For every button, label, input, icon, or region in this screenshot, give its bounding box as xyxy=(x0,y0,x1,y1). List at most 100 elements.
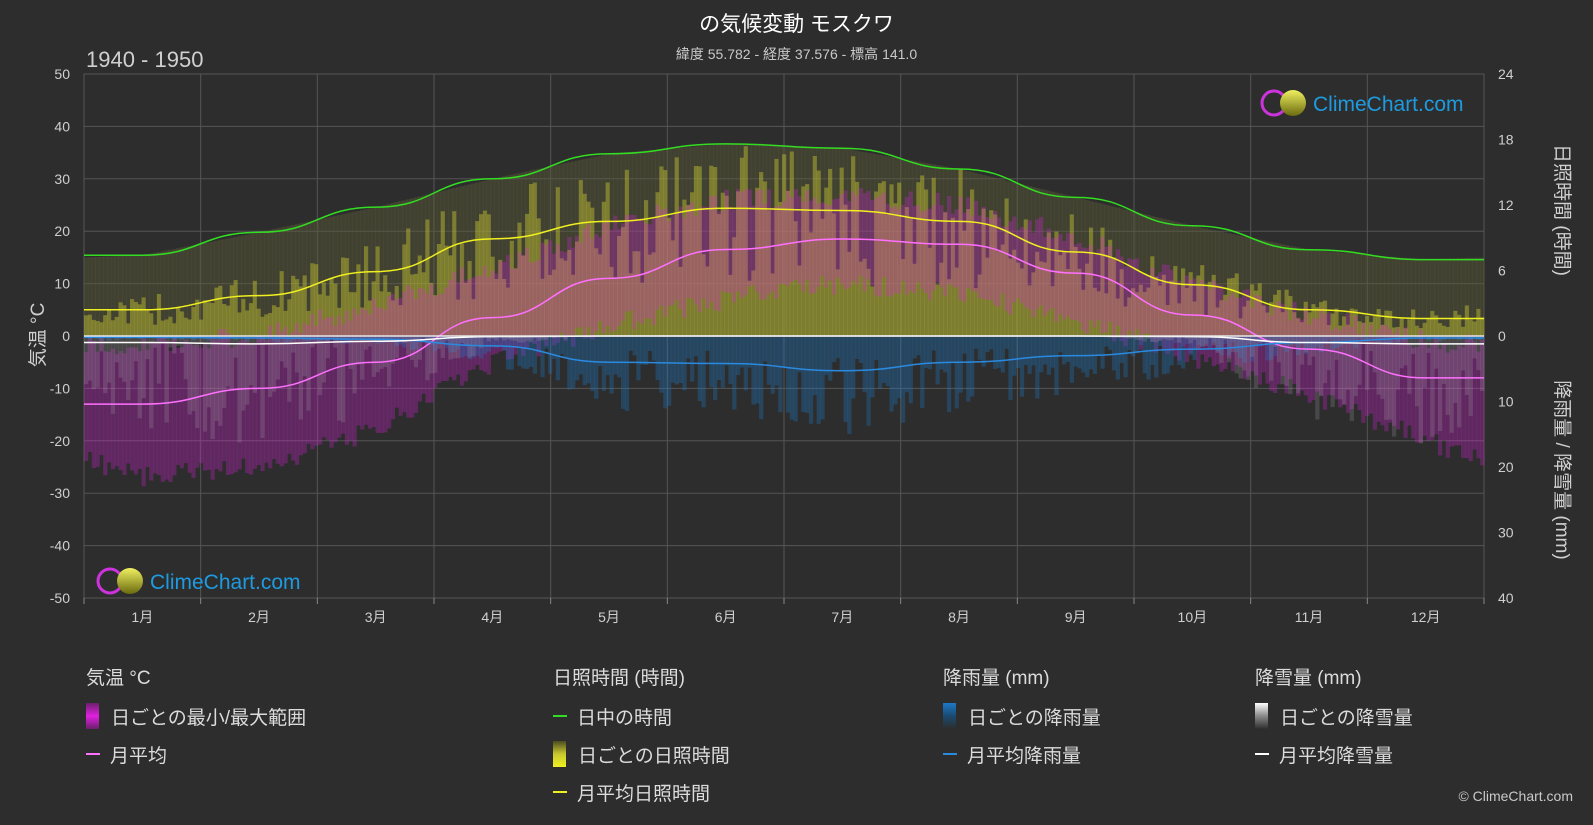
sunshine-bar xyxy=(755,187,760,336)
temp-range-bar xyxy=(233,345,238,473)
rain-bar xyxy=(831,336,837,362)
snow-bar xyxy=(1111,336,1117,339)
temp-range-bar xyxy=(993,211,998,305)
temp-range-bar xyxy=(179,347,185,469)
daylight-bar xyxy=(429,193,434,336)
legend-rain-mean: 月平均降雨量 xyxy=(943,742,1101,767)
rain-bar xyxy=(509,336,514,370)
copyright: © ClimeChart.com xyxy=(1458,788,1573,804)
temp-range-bar xyxy=(337,315,342,438)
left-tick-label: -50 xyxy=(50,590,70,606)
rain-bar xyxy=(1054,336,1059,396)
temp-range-bar xyxy=(1407,344,1412,426)
snow-bar xyxy=(1395,336,1401,390)
daylight-bar xyxy=(670,148,676,336)
snow-bar xyxy=(406,336,411,355)
snow-bar xyxy=(218,336,223,426)
temp-range-bar xyxy=(805,190,810,281)
daylight-bar xyxy=(578,159,584,336)
snow-bar xyxy=(256,336,261,343)
daily-rain-swatch xyxy=(943,703,956,729)
snow-bar xyxy=(1242,336,1247,371)
temp-range-bar xyxy=(1081,247,1086,331)
snow-bar xyxy=(337,336,342,421)
sunshine-bar xyxy=(1441,325,1447,336)
snow-bar xyxy=(1165,336,1170,341)
snow-bar xyxy=(383,336,388,368)
logo-bottom-left[interactable]: ClimeChart.com xyxy=(96,567,301,595)
snow-bar xyxy=(1414,336,1420,407)
daylight-bar xyxy=(636,151,641,336)
daylight-bar xyxy=(674,147,679,336)
rain-bar xyxy=(1023,336,1028,366)
daylight-bar xyxy=(609,153,614,336)
daylight-bar xyxy=(782,146,787,336)
sunshine-bar xyxy=(260,316,265,336)
temp-range-bar xyxy=(835,198,841,278)
sunshine-bar xyxy=(494,279,499,336)
temp-range-bar xyxy=(356,314,361,426)
temp-range-bar xyxy=(294,323,300,465)
snow-bar xyxy=(248,336,254,386)
sunshine-bar xyxy=(425,219,430,336)
daylight-bar xyxy=(1361,254,1366,336)
sunshine-bar xyxy=(1004,198,1009,336)
daylight-bar xyxy=(1154,216,1159,336)
daylight-bar xyxy=(225,238,231,336)
x-tick-label: 12月 xyxy=(1411,609,1441,625)
snow-bar xyxy=(325,336,330,359)
snow-bar xyxy=(95,336,100,388)
daylight-bar xyxy=(360,210,365,336)
sunshine-bar xyxy=(1269,302,1274,336)
daylight-bar xyxy=(1426,259,1431,336)
daylight-bar xyxy=(283,226,288,336)
rain-bar xyxy=(1319,336,1324,353)
daylight-bar xyxy=(275,228,281,336)
sunshine-bar xyxy=(505,287,511,336)
sunshine-bar xyxy=(1468,319,1473,336)
sunshine-bar xyxy=(502,278,507,336)
temp-range-bar xyxy=(425,293,430,403)
temp-range-bar xyxy=(770,207,775,292)
snow-bar xyxy=(1411,336,1416,354)
rain-bar xyxy=(805,336,810,413)
temp-range-swatch xyxy=(86,703,99,729)
rain-bar xyxy=(1019,336,1025,397)
daylight-bar xyxy=(743,144,748,336)
rain-bar xyxy=(793,336,798,422)
temp-range-bar xyxy=(858,188,864,276)
sunshine-bar xyxy=(321,282,327,336)
daylight-bar xyxy=(118,256,123,336)
sunshine-bar xyxy=(1062,251,1067,336)
daylight-bar xyxy=(218,239,223,336)
daylight-bar xyxy=(1280,244,1285,336)
daylight-bar xyxy=(1457,258,1462,336)
daily-snow-swatch xyxy=(1255,703,1268,729)
temp-range-bar xyxy=(724,190,729,293)
daylight-bar xyxy=(1284,245,1289,336)
temp-range-bar xyxy=(517,252,522,348)
daylight-bar xyxy=(222,239,227,336)
daylight-bar xyxy=(1035,187,1040,336)
daylight-bar xyxy=(325,217,330,336)
sunshine-bar xyxy=(947,279,952,336)
daylight-bar xyxy=(1031,187,1036,336)
daylight-bar xyxy=(1077,198,1082,336)
daylight-bar xyxy=(962,170,967,336)
temp-range-bar xyxy=(1127,258,1132,332)
temp-range-bar xyxy=(1008,221,1013,315)
daylight-bar xyxy=(436,191,442,336)
snow-bar xyxy=(398,336,403,340)
temp-range-bar xyxy=(690,202,695,299)
temp-range-bar xyxy=(1035,219,1040,310)
temp-range-bar xyxy=(943,211,948,297)
daylight-bar xyxy=(1253,238,1259,336)
sunshine-bar xyxy=(448,255,453,336)
rain-bar xyxy=(1303,336,1308,354)
daylight-bar xyxy=(1008,181,1013,336)
snow-bar xyxy=(1403,336,1408,366)
rain-bar xyxy=(1207,336,1213,348)
temp-range-bar xyxy=(663,208,668,317)
logo-top-right[interactable]: ClimeChart.com xyxy=(1260,89,1464,117)
daylight-bar xyxy=(521,172,526,336)
